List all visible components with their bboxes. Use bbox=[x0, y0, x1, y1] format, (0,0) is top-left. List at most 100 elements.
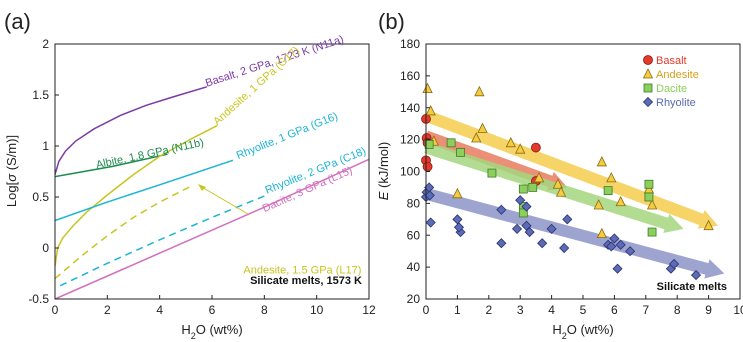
curve-label-1: Albite, 1.8 GPa (N11b) bbox=[95, 137, 205, 172]
y-tick-label: 180 bbox=[400, 37, 420, 51]
x-tick-label: 2 bbox=[485, 303, 492, 317]
trend-arrow-3 bbox=[424, 188, 725, 279]
andesite-arrow-head bbox=[198, 184, 206, 191]
legend-label-basalt: Basalt bbox=[656, 55, 687, 67]
y-tick-label: 0.5 bbox=[32, 190, 49, 204]
andesite-point bbox=[477, 122, 488, 133]
andesite-point bbox=[552, 178, 564, 189]
legend-marker-rhyolite bbox=[642, 96, 654, 108]
x-tick-label: 0 bbox=[423, 303, 430, 317]
x-tick-label: 12 bbox=[362, 303, 376, 317]
rhyolite-point bbox=[511, 223, 523, 234]
rhyolite-point bbox=[615, 239, 626, 250]
panel-b-xlabel: H2O (wt%) bbox=[552, 322, 613, 341]
rhyolite-point bbox=[609, 233, 620, 244]
curve-5 bbox=[59, 194, 268, 287]
curve-label-4: Rhyolite, 1 GPa (G16) bbox=[235, 110, 340, 162]
andesite-point bbox=[471, 132, 482, 143]
panel-b-ticks: 0 1 2 3 4 5 6 7 8 9 10 20 40 60 80 100 120 140 160 180 bbox=[400, 37, 743, 317]
panel-a-xlabel: H2O (wt%) bbox=[181, 322, 242, 341]
curve-label-3: Andesite, 1.5 GPa (L17) bbox=[243, 265, 361, 277]
dacite-point bbox=[644, 179, 654, 189]
y-tick-label: 1 bbox=[42, 139, 49, 153]
andesite-point bbox=[593, 199, 604, 210]
rhyolite-point bbox=[562, 214, 573, 225]
x-tick-label: 10 bbox=[310, 303, 324, 317]
rhyolite-point bbox=[515, 195, 526, 206]
andesite-point bbox=[505, 136, 516, 148]
rhyolite-point bbox=[559, 242, 570, 254]
panel-b-legend: Basalt Andesite Dacite Rhyolite bbox=[642, 55, 699, 109]
panel-b-annotation: Silicate melts bbox=[657, 281, 727, 293]
x-tick-label: 3 bbox=[517, 303, 524, 317]
andesite-point bbox=[555, 186, 567, 197]
rhyolite-point bbox=[424, 190, 435, 201]
legend-marker-andesite bbox=[642, 68, 654, 79]
panel-b-points bbox=[420, 82, 714, 281]
y-tick-label: 60 bbox=[407, 228, 421, 242]
y-tick-label: 160 bbox=[400, 69, 420, 83]
panel-b: (b) 01234567891020406080100120140160180 … bbox=[376, 9, 743, 341]
rhyolite-point bbox=[496, 204, 507, 215]
dacite-point bbox=[487, 168, 497, 178]
y-tick-label: 120 bbox=[400, 133, 420, 147]
andesite-point bbox=[615, 195, 626, 207]
x-tick-label: 2 bbox=[104, 303, 111, 317]
x-tick-label: 8 bbox=[674, 303, 681, 317]
legend-label-dacite: Dacite bbox=[656, 83, 687, 95]
y-tick-label: 1.5 bbox=[32, 88, 49, 102]
legend-marker-basalt bbox=[643, 55, 653, 65]
curve-3 bbox=[55, 184, 195, 280]
rhyolite-point bbox=[546, 223, 557, 234]
x-tick-label: 9 bbox=[705, 303, 712, 317]
rhyolite-point bbox=[612, 263, 623, 274]
andesite-point bbox=[452, 187, 463, 199]
andesite-point bbox=[646, 199, 658, 210]
panel-a-curves bbox=[55, 86, 369, 299]
legend-label-andesite: Andesite bbox=[656, 69, 699, 81]
rhyolite-point bbox=[452, 214, 463, 225]
x-tick-label: 5 bbox=[580, 303, 587, 317]
andesite-point bbox=[425, 105, 436, 116]
panel-a-annotation: Silicate melts, 1573 K bbox=[250, 275, 362, 287]
curve-label-2: Andesite, 1 GPa (G17) bbox=[211, 44, 302, 127]
rhyolite-point bbox=[690, 270, 702, 281]
y-tick-label: 0 bbox=[42, 241, 49, 255]
y-tick-label: 20 bbox=[407, 292, 421, 306]
curve-1 bbox=[55, 153, 168, 178]
panel-b-trend-arrows bbox=[423, 110, 725, 279]
x-tick-label: 4 bbox=[156, 303, 163, 317]
panel-a-curve-labels: Basalt, 2 GPa, 1723 K (N11a)Albite, 1.8 … bbox=[95, 34, 368, 277]
trend-arrow-1 bbox=[423, 110, 718, 229]
andesite-point bbox=[422, 82, 433, 94]
legend-marker-dacite bbox=[643, 83, 653, 93]
x-tick-label: 4 bbox=[548, 303, 555, 317]
andesite-point bbox=[474, 85, 485, 97]
x-tick-label: 6 bbox=[209, 303, 216, 317]
dacite-point bbox=[456, 147, 465, 157]
x-tick-label: 10 bbox=[733, 303, 743, 317]
y-tick-label: -0.5 bbox=[28, 292, 49, 306]
curve-6 bbox=[55, 158, 369, 299]
panel-a-ylabel: Log[σ (S/m)] bbox=[4, 135, 19, 207]
dacite-point bbox=[518, 208, 528, 218]
legend-label-rhyolite: Rhyolite bbox=[656, 97, 696, 109]
rhyolite-point bbox=[521, 201, 532, 212]
panel-b-ylabel: E (kJ/mol) bbox=[376, 142, 391, 201]
andesite-label-arrow bbox=[199, 185, 249, 215]
dacite-point bbox=[424, 140, 434, 149]
rhyolite-point bbox=[425, 217, 436, 228]
andesite-point bbox=[703, 219, 714, 231]
x-tick-label: 0 bbox=[52, 303, 59, 317]
x-tick-label: 7 bbox=[642, 303, 649, 317]
dacite-point bbox=[446, 138, 456, 148]
dacite-point bbox=[528, 183, 538, 192]
x-tick-label: 1 bbox=[454, 303, 461, 317]
y-tick-label: 100 bbox=[400, 165, 420, 179]
curve-4 bbox=[55, 159, 234, 222]
rhyolite-point bbox=[606, 241, 617, 252]
basalt-point bbox=[531, 142, 541, 153]
andesite-point bbox=[596, 156, 607, 167]
y-tick-label: 80 bbox=[407, 196, 421, 210]
